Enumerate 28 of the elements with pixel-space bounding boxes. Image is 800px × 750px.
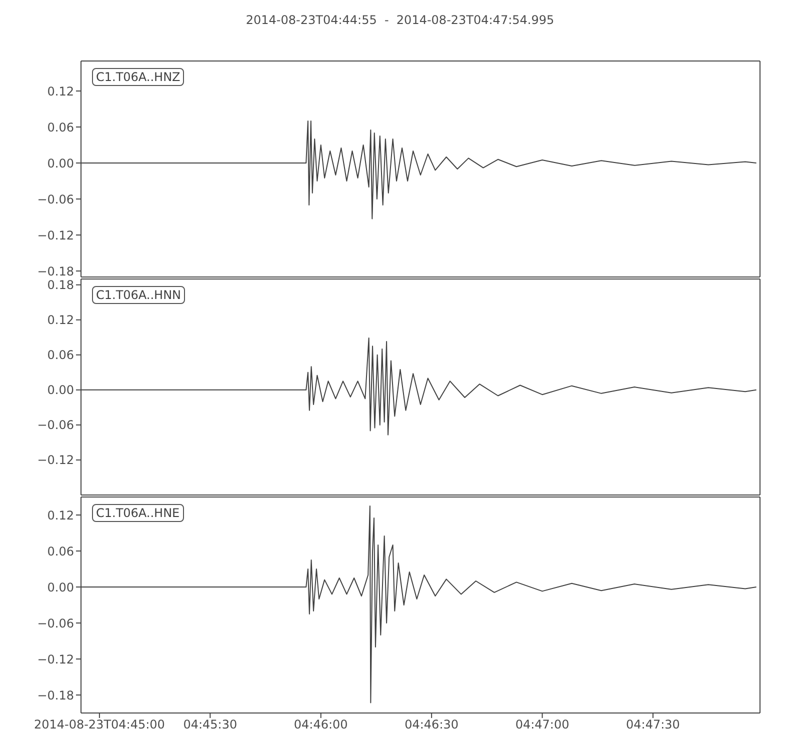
x-tick-label: 04:47:30 (626, 718, 680, 732)
y-tick-label: −0.12 (37, 652, 74, 666)
text: C1.T06A..HNZ (92, 68, 184, 86)
y-tick-label: 0.12 (47, 313, 74, 328)
y-tick-label: −0.12 (37, 453, 74, 468)
x-tick-label: 04:46:30 (404, 718, 459, 732)
x-tick-label: 2014-08-23T04:45:00 (34, 718, 165, 732)
y-tick-label: 0.18 (47, 278, 74, 292)
y-tick-label: 0.06 (47, 348, 74, 362)
y-tick-label: 0.06 (47, 544, 74, 558)
y-tick-label: −0.06 (37, 616, 74, 630)
text: C1.T06A..HNE (92, 504, 184, 522)
x-tick-label: 04:47:00 (515, 718, 570, 732)
y-tick-label: 0.00 (47, 383, 74, 398)
text: C1.T06A..HNN (92, 286, 186, 304)
y-tick-label: −0.18 (37, 688, 74, 702)
y-tick-label: 0.00 (47, 580, 74, 594)
y-tick-label: −0.06 (37, 192, 74, 206)
y-tick-label: 0.12 (47, 84, 74, 98)
x-tick-label: 04:45:30 (183, 718, 238, 732)
x-tick-label: 04:46:00 (294, 718, 348, 732)
chart-title: 2014-08-23T04:44:55 - 2014-08-23T04:47:54.995 (244, 13, 556, 27)
y-tick-label: −0.12 (37, 228, 74, 242)
y-tick-label: 0.06 (47, 120, 74, 134)
y-tick-label: −0.06 (37, 418, 74, 432)
y-tick-label: 0.00 (47, 156, 74, 170)
y-tick-label: −0.18 (37, 264, 74, 278)
y-tick-label: 0.12 (47, 508, 74, 522)
